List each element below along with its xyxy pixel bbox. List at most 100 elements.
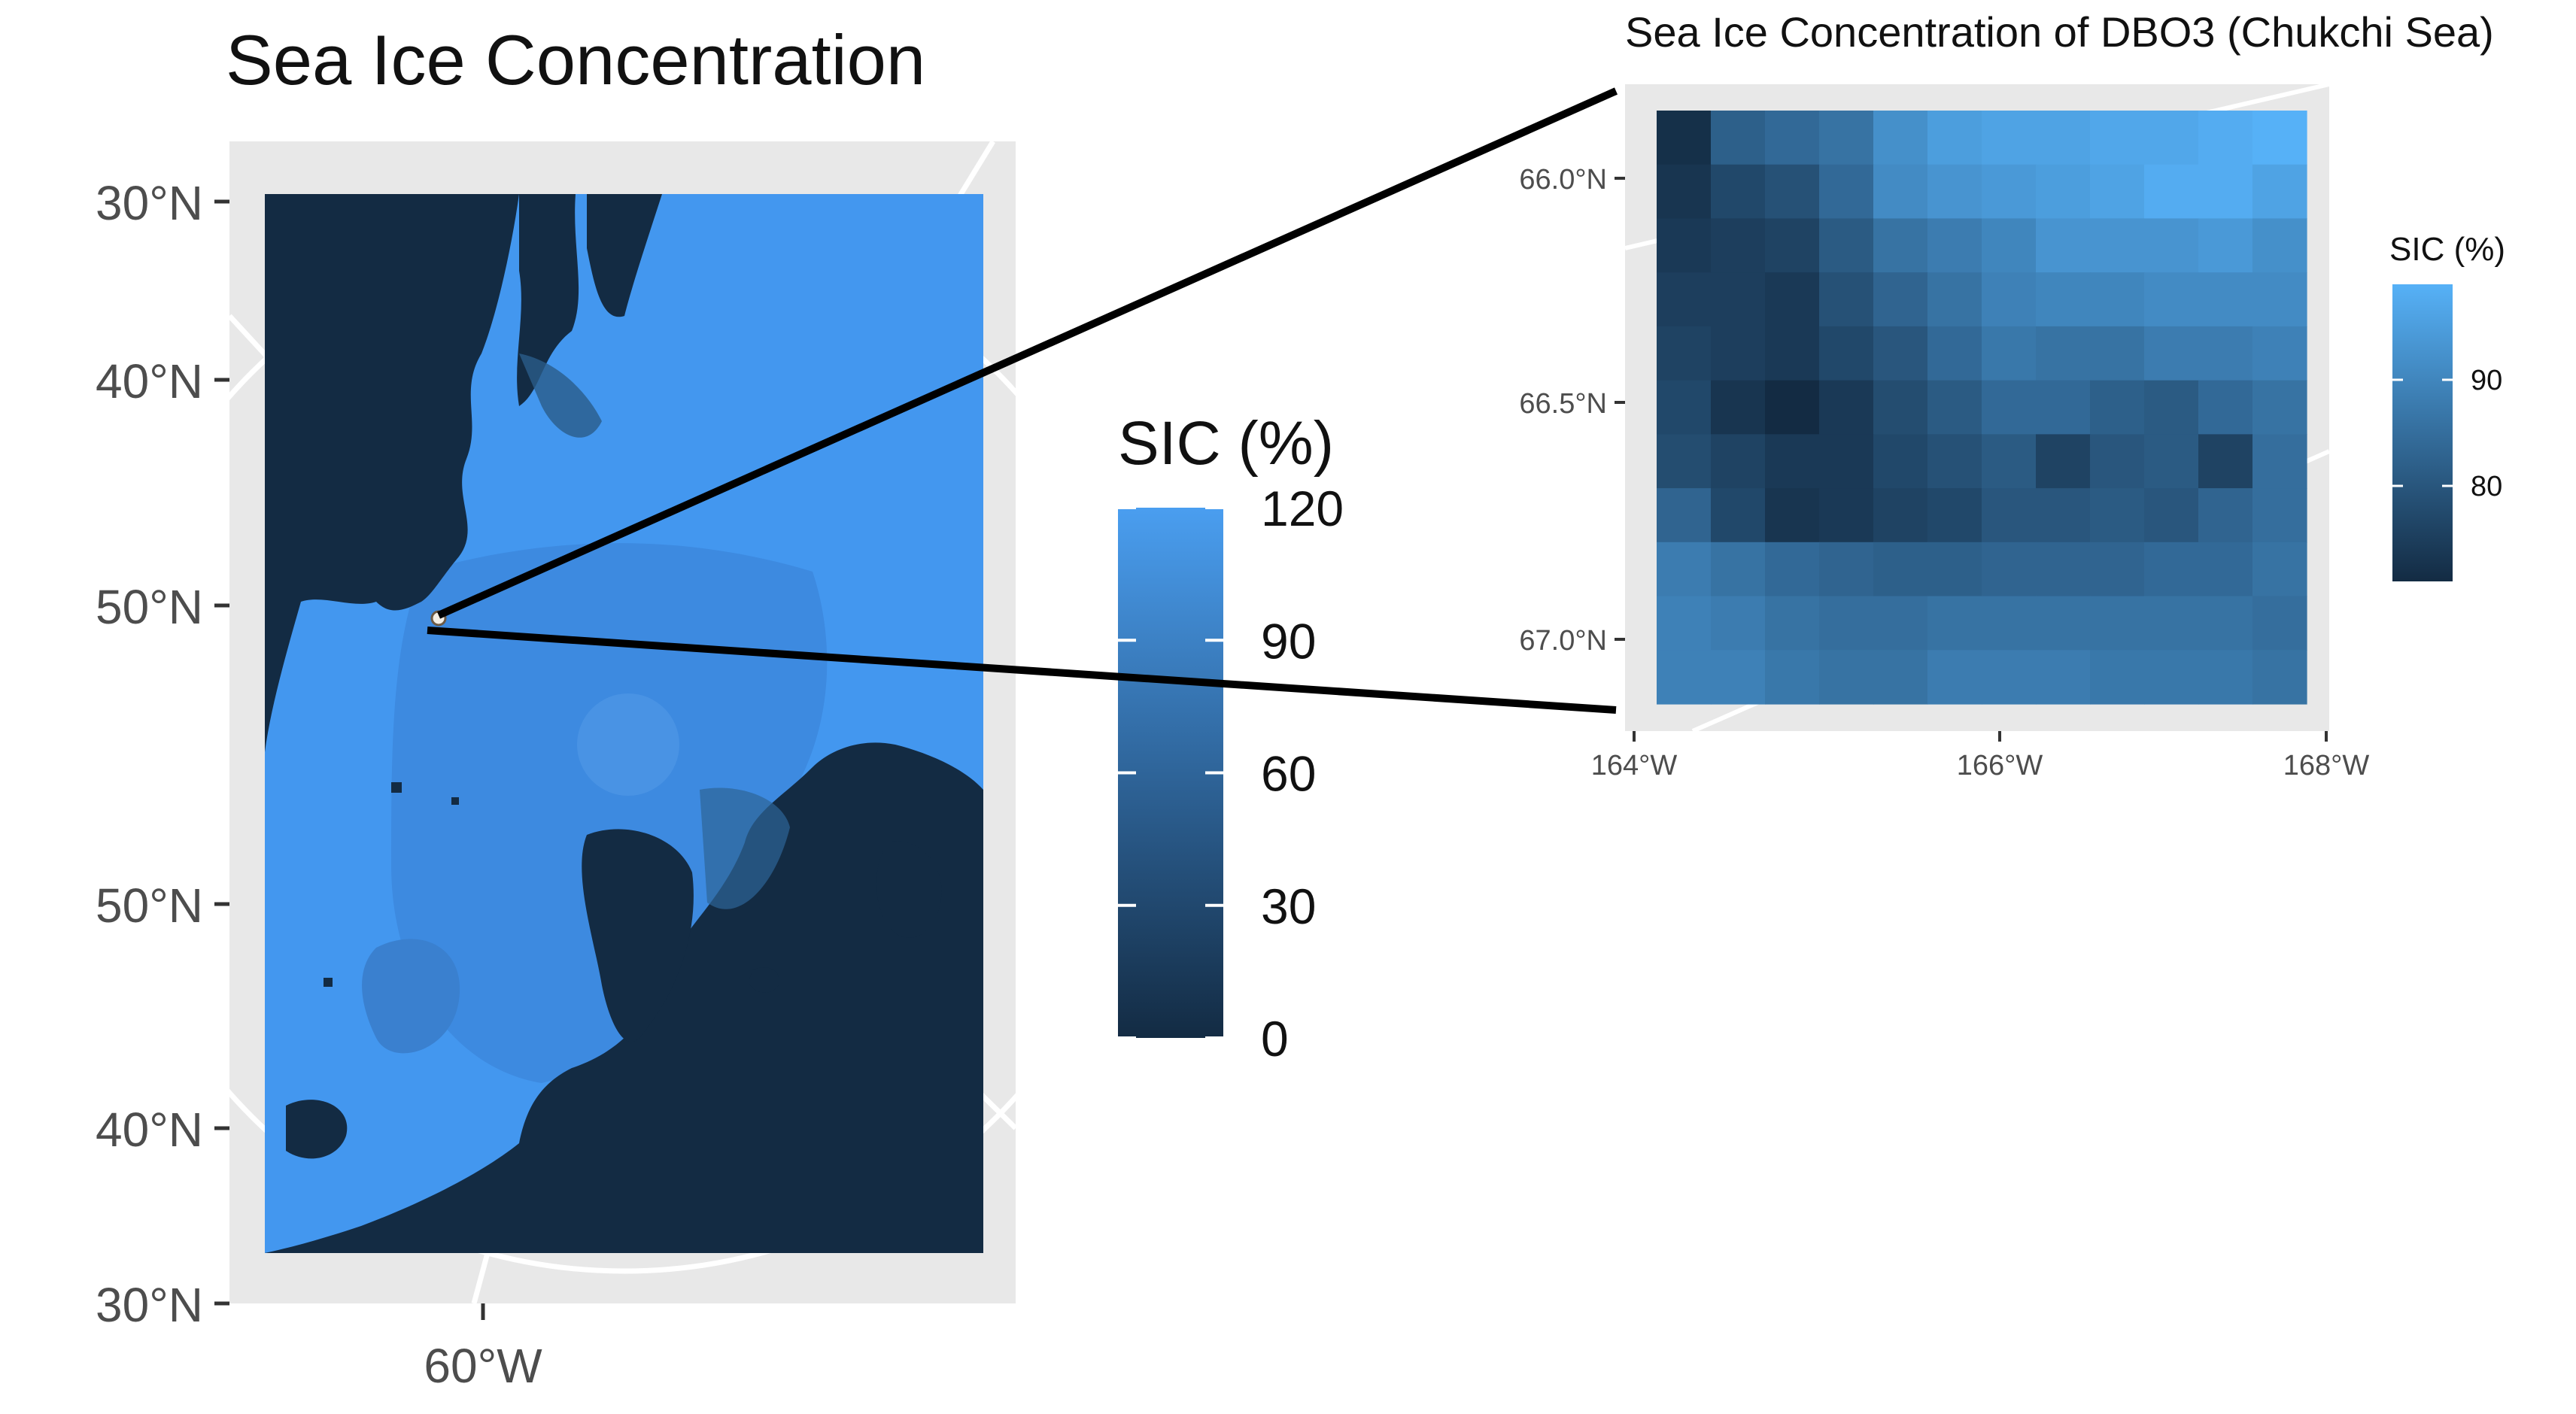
inset-heatmap-cell <box>2036 380 2091 435</box>
inset-heatmap-cell <box>1765 326 1820 381</box>
zoom-connector-lines <box>427 87 1618 714</box>
map-legend-title: SIC (%) <box>1118 409 1334 478</box>
inset-heatmap-cell <box>1711 218 1766 273</box>
inset-heatmap-cell <box>2198 650 2253 705</box>
map-legend-ticks: 0 30 60 90 120 <box>1118 481 1344 1067</box>
inset-heatmap-cell <box>1819 542 1874 597</box>
inset-heatmap-cell <box>1982 434 2037 489</box>
inset-heatmap-cell <box>1657 326 1712 381</box>
inset-heatmap-cell <box>1819 596 1874 651</box>
inset-heatmap-cell <box>1711 272 1766 327</box>
inset-heatmap-cell <box>1711 380 1766 435</box>
inset-heatmap-cell <box>2144 326 2199 381</box>
map-x-axis: 60°W <box>424 1303 542 1393</box>
inset-heatmap-cell <box>2252 596 2307 651</box>
inset-heatmap-cell <box>1982 111 2037 165</box>
map-land <box>265 194 983 1253</box>
inset-heatmap-cell <box>2036 326 2091 381</box>
map-legend-tick-label: 120 <box>1261 481 1344 536</box>
inset-heatmap-cell <box>2090 326 2145 381</box>
inset-heatmap-cell <box>2090 111 2145 165</box>
inset-heatmap-cell <box>2198 380 2253 435</box>
map-y-tick-label: 30°N <box>96 176 203 230</box>
inset-heatmap-cell <box>1657 542 1712 597</box>
inset-heatmap-cell <box>1657 596 1712 651</box>
inset-heatmap-cell <box>2144 542 2199 597</box>
inset-heatmap-cell <box>1873 326 1928 381</box>
map-ice-patch-west <box>362 939 460 1054</box>
inset-heatmap-cell <box>1927 272 1982 327</box>
inset-heatmap-cell <box>1657 380 1712 435</box>
inset-heatmap-cell <box>1711 164 1766 220</box>
map-land-hudson-region <box>587 194 662 317</box>
inset-heatmap-cell <box>1927 380 1982 435</box>
inset-heatmap-cell <box>2252 326 2307 381</box>
inset-heatmap-cell <box>2144 650 2199 705</box>
inset-heatmap-cell <box>2036 111 2091 165</box>
inset-x-tick-label: 164°W <box>1591 750 1678 781</box>
map-pole-hole <box>577 693 679 796</box>
map-raster <box>265 194 983 1253</box>
inset-heatmap-cell <box>2144 596 2199 651</box>
inset-heatmap-cell <box>1657 111 1712 165</box>
inset-heatmap-cell <box>1873 218 1928 273</box>
inset-heatmap-cell <box>2252 164 2307 220</box>
inset-heatmap-cell <box>1873 272 1928 327</box>
inset-heatmap-cell <box>1765 488 1820 543</box>
inset-heatmap-cell <box>1711 326 1766 381</box>
inset-heatmap-cell <box>2090 488 2145 543</box>
inset-heatmap-cell <box>2198 596 2253 651</box>
inset-heatmap-cell <box>1711 650 1766 705</box>
inset-heatmap-cell <box>1765 596 1820 651</box>
inset-heatmap-cell <box>1765 218 1820 273</box>
inset-heatmap-cell <box>1873 380 1928 435</box>
zoom-line-lower <box>427 627 1617 714</box>
inset-heatmap-cell <box>1982 164 2037 220</box>
inset-heatmap-cell <box>1657 272 1712 327</box>
inset-heatmap-cell <box>2198 326 2253 381</box>
map-land-greenland <box>582 829 694 1042</box>
inset-heatmap-cell <box>1819 380 1874 435</box>
inset-y-tick-label: 66.5°N <box>1519 388 1607 420</box>
inset-heatmap-cell <box>2144 218 2199 273</box>
map-y-tick-label: 50°N <box>96 878 203 933</box>
inset-heatmap-cell <box>1657 488 1712 543</box>
inset-heatmap-cell <box>1765 272 1820 327</box>
inset-heatmap-cell <box>2252 218 2307 273</box>
inset-heatmap-cell <box>1819 218 1874 273</box>
inset-heatmap-cell <box>1873 164 1928 220</box>
inset-heatmap-cell <box>1982 380 2037 435</box>
inset-heatmap-cell <box>2144 434 2199 489</box>
map-land-iceland <box>749 967 779 993</box>
map-y-axis: 30°N 40°N 50°N 50°N 40°N 30°N <box>96 176 229 1332</box>
inset-heatmap-cell <box>2252 272 2307 327</box>
inset-heatmap-cell <box>2036 596 2091 651</box>
inset-heatmap-cell <box>2144 111 2199 165</box>
inset-heatmap-cell <box>1982 542 2037 597</box>
inset-heatmap-cell <box>1711 111 1766 165</box>
inset-heatmap-cell <box>2144 488 2199 543</box>
inset-heatmap-cell <box>2090 272 2145 327</box>
inset-heatmap-cell <box>1765 164 1820 220</box>
map-y-tick-label: 40°N <box>96 354 203 408</box>
inset-heatmap-cell <box>1927 164 1982 220</box>
inset-heatmap-cell <box>2198 111 2253 165</box>
inset-heatmap-cell <box>2090 542 2145 597</box>
inset-x-tick-label: 168°W <box>2283 750 2370 781</box>
map-x-tick-label: 60°W <box>424 1339 542 1393</box>
inset-heatmap-cell <box>1927 542 1982 597</box>
inset-x-tick-label: 166°W <box>1957 750 2043 781</box>
inset-colorbar <box>2392 284 2453 581</box>
inset-heatmap-cell <box>1873 650 1928 705</box>
inset-heatmap <box>1657 111 2307 705</box>
inset-heatmap-cell <box>1873 596 1928 651</box>
inset-heatmap-cell <box>2198 488 2253 543</box>
inset-heatmap-cell <box>2198 542 2253 597</box>
inset-heatmap-cell <box>1927 218 1982 273</box>
inset-heatmap-cell <box>1711 542 1766 597</box>
inset-legend-ticks: 80 90 <box>2392 365 2502 502</box>
inset-heatmap-cell <box>2252 488 2307 543</box>
inset-legend-title: SIC (%) <box>2389 231 2505 268</box>
inset-heatmap-cell <box>2036 164 2091 220</box>
map-land-eurasia <box>265 742 983 1253</box>
